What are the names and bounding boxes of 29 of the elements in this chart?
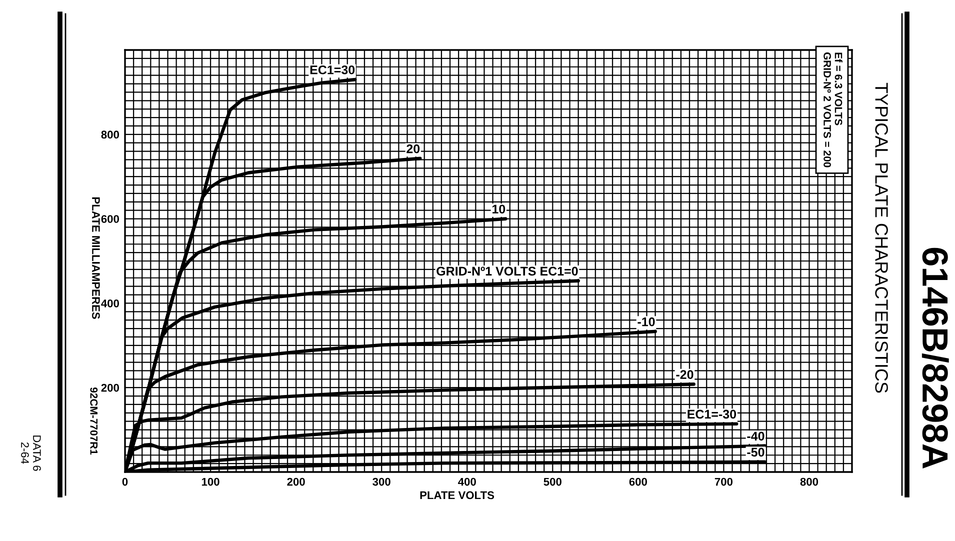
text: DATA 6 2-64 (21, 436, 41, 471)
y-tick-label: 600 (101, 215, 119, 223)
x-tick-label: 300 (372, 478, 390, 486)
x-tick-label: 0 (122, 478, 128, 486)
series-label: 10 (492, 204, 506, 214)
x-tick-label: 800 (800, 478, 818, 486)
y-tick-label: 800 (101, 130, 119, 139)
series-label: EC1=30 (310, 65, 355, 74)
x-tick-label: 500 (544, 478, 562, 486)
x-tick-label: 100 (202, 478, 220, 486)
x-tick-label: 200 (287, 478, 305, 486)
series-label: -20 (676, 370, 694, 379)
text: TYPICAL PLATE CHARACTERISTICS (875, 82, 888, 393)
series-label: GRID-Nº1 VOLTS EC1=0 (436, 266, 578, 276)
series-label: 20 (406, 144, 420, 154)
series-label: EC1=-30 (688, 410, 736, 419)
x-axis-title: PLATE VOLTS (420, 491, 494, 500)
series-label: -50 (747, 448, 764, 457)
x-tick-label: 700 (714, 478, 733, 486)
annotation: Ef = 6.3 VOLTS GRID-Nº 2 VOLTS = 200 (824, 52, 842, 168)
y-axis-title: PLATE MILLIAMPERES (92, 197, 100, 319)
series-label: -10 (638, 317, 655, 326)
series-label: -40 (747, 432, 764, 441)
y-tick-label: 400 (101, 299, 119, 308)
x-tick-label: 600 (629, 478, 647, 486)
x-tick-label: 400 (458, 478, 476, 486)
text: 92CM-7707R1 (90, 387, 98, 455)
text: 6146B/8298A (922, 248, 949, 468)
y-tick-label: 200 (101, 384, 119, 392)
